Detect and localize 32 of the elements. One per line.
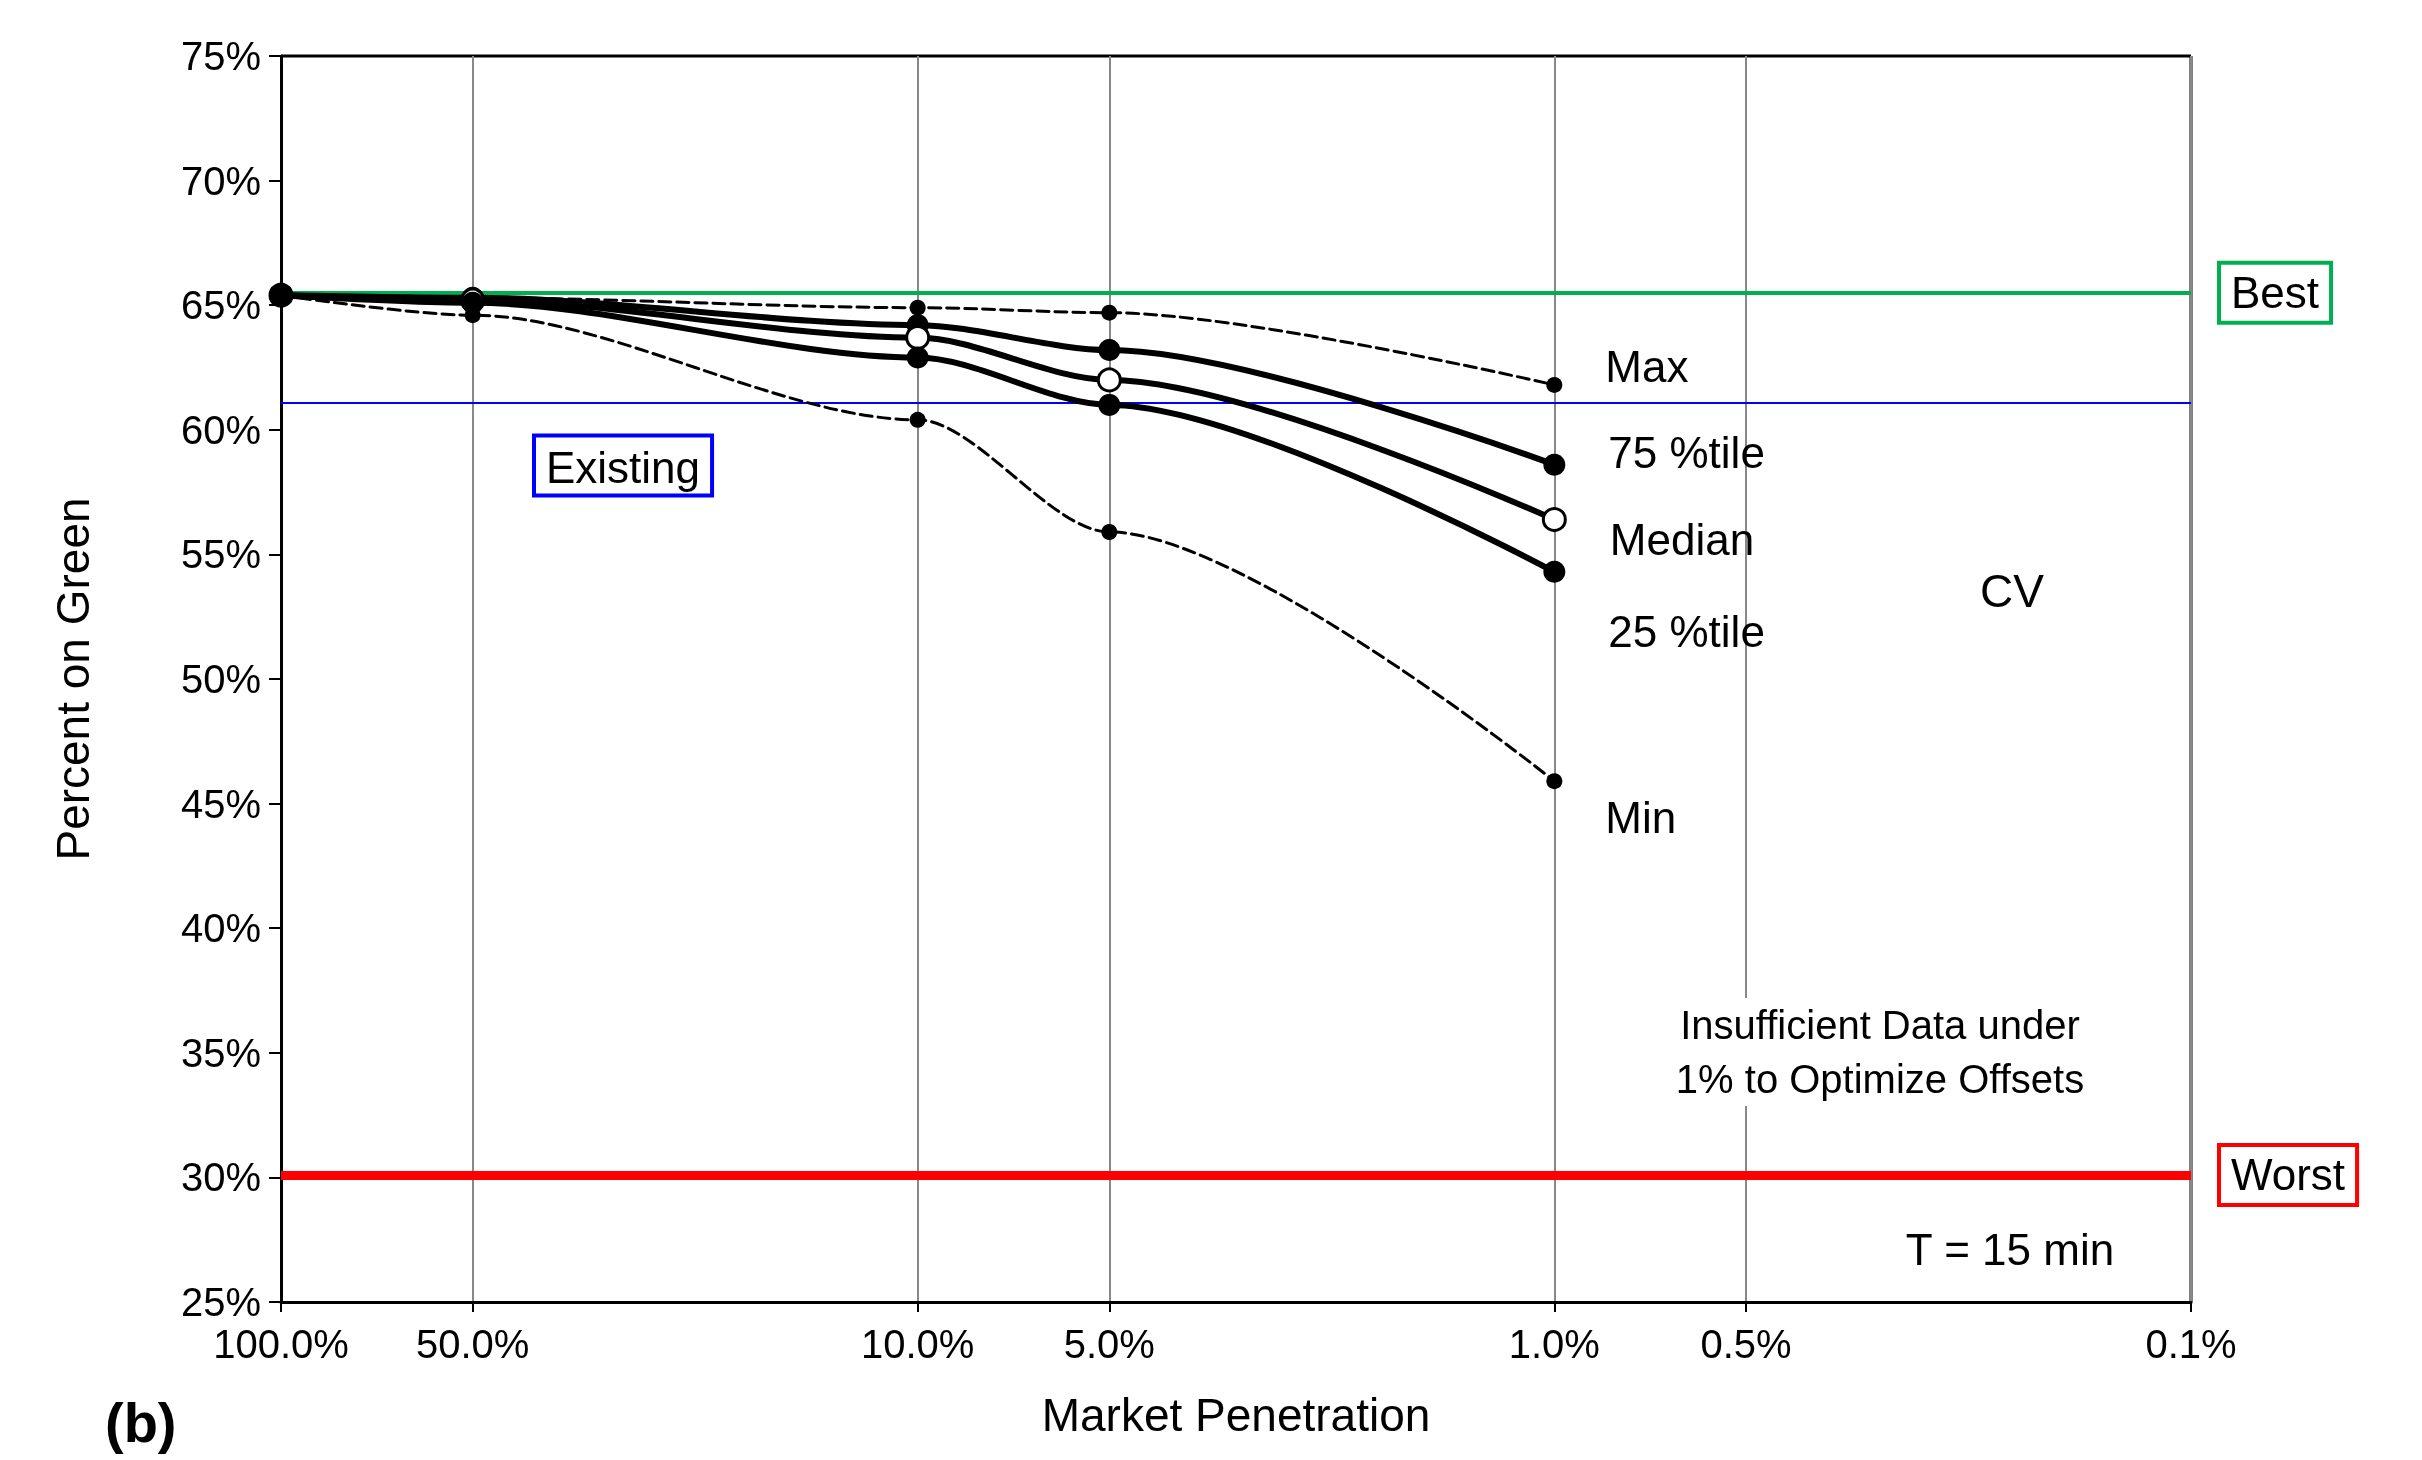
series-label: 25 %tile [1608, 607, 1765, 657]
y-axis-title: Percent on Green [47, 497, 99, 861]
series-label: Max [1605, 342, 1689, 392]
x-tick-label: 10.0% [860, 1322, 975, 1366]
ref-line-label: Worst [2231, 1150, 2346, 1200]
x-tick-label: 1.0% [1508, 1322, 1600, 1366]
x-tick-label: 50.0% [415, 1322, 530, 1366]
x-tick-label: 0.5% [1700, 1322, 1792, 1366]
y-tick-label: 50% [180, 657, 261, 701]
x-tick-label: 100.0% [213, 1322, 349, 1366]
x-tick-label: 5.0% [1063, 1322, 1155, 1366]
annotation: Insufficient Data under 1% to Optimize Offsets [1675, 1003, 2085, 1101]
y-tick-label: 40% [180, 906, 261, 951]
x-tick-label: 0.1% [2145, 1322, 2237, 1366]
ref-line-label: Existing [546, 442, 701, 492]
y-tick-label: 65% [180, 283, 261, 328]
y-tick-label: 75% [180, 34, 261, 78]
series-label: Median [1609, 515, 1755, 565]
series-label: 75 %tile [1608, 428, 1765, 478]
annotation: CV [1980, 565, 2045, 618]
y-tick-label: 60% [180, 407, 261, 452]
y-tick-label: 25% [180, 1280, 261, 1324]
annotation: T = 15 min [1905, 1225, 2115, 1275]
y-tick-label: 30% [180, 1155, 261, 1200]
y-tick-label: 35% [180, 1030, 261, 1075]
y-tick-label: 45% [180, 781, 261, 826]
y-tick-label: 55% [180, 532, 261, 577]
y-tick-label: 70% [180, 158, 261, 203]
series-label: Min [1605, 792, 1677, 842]
x-axis-title: Market Penetration [1041, 1389, 1431, 1441]
text: (b) [105, 1391, 177, 1455]
ref-line-label: Best [2231, 268, 2320, 318]
